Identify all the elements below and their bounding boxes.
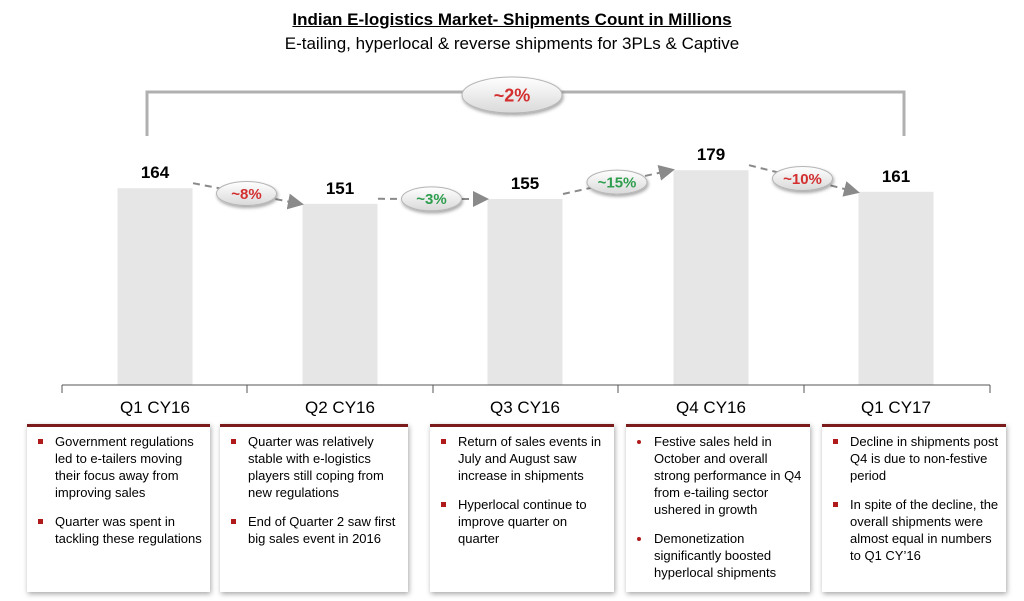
category-label: Q1 CY17 xyxy=(861,398,931,417)
change-badge-label: ~10% xyxy=(783,171,822,188)
bullet-icon xyxy=(38,519,43,524)
change-badge-shape xyxy=(772,166,833,191)
bar-value-label: 179 xyxy=(697,145,725,164)
note-text: Return of sales events in July and Augus… xyxy=(458,434,602,483)
change-arrow xyxy=(748,164,860,197)
note-item: Return of sales events in July and Augus… xyxy=(436,433,608,484)
note-item: Quarter was spent in tackling these regu… xyxy=(33,513,204,547)
note-text: Government regulations led to e-tailers … xyxy=(55,434,194,500)
note-list: Decline in shipments post Q4 is due to n… xyxy=(828,433,1000,564)
change-badge-shape xyxy=(216,181,277,206)
bullet-icon xyxy=(637,537,641,541)
chart-subtitle: E-tailing, hyperlocal & reverse shipment… xyxy=(284,34,740,53)
bar-2 xyxy=(302,203,378,385)
bar-value-label: 151 xyxy=(326,179,354,198)
note-item: Decline in shipments post Q4 is due to n… xyxy=(828,433,1000,484)
note-item: Government regulations led to e-tailers … xyxy=(33,433,204,501)
bar-3 xyxy=(487,199,563,385)
change-badge-shape xyxy=(586,169,648,195)
change-badge: ~10% xyxy=(772,166,833,191)
chart-area: ~8% ~3% ~15% ~10% ~2% 164 Q1 CY16 151 Q2 CY16 15… xyxy=(61,76,991,417)
note-text: Demonetization significantly boosted hyp… xyxy=(654,531,777,580)
bullet-icon xyxy=(833,502,838,507)
bar-1 xyxy=(117,188,193,385)
note-text: Festive sales held in October and overal… xyxy=(654,434,802,517)
note-item: Festive sales held in October and overal… xyxy=(632,433,804,518)
note-list: Return of sales events in July and Augus… xyxy=(436,433,608,547)
bar-value-label: 161 xyxy=(882,167,910,186)
note-text: Hyperlocal continue to improve quarter o… xyxy=(458,497,587,546)
chart-title: Indian E-logistics Market- Shipments Cou… xyxy=(292,10,732,29)
change-badge-shape xyxy=(401,186,462,212)
note-text: End of Quarter 2 saw first big sales eve… xyxy=(248,514,396,546)
change-badge-shape xyxy=(461,76,563,114)
change-badge: ~3% xyxy=(401,186,462,212)
change-badge-label: ~2% xyxy=(494,85,531,105)
bar-value-label: 155 xyxy=(511,174,539,193)
change-badge: ~15% xyxy=(586,169,648,195)
category-label: Q1 CY16 xyxy=(120,398,190,417)
note-list: Government regulations led to e-tailers … xyxy=(33,433,204,547)
change-badge-label: ~3% xyxy=(416,191,446,208)
note-item: Demonetization significantly boosted hyp… xyxy=(632,530,804,581)
bullet-icon xyxy=(833,439,838,444)
bullet-icon xyxy=(231,439,236,444)
bullet-icon xyxy=(637,440,641,444)
bullet-icon xyxy=(231,519,236,524)
note-box-5: Decline in shipments post Q4 is due to n… xyxy=(822,424,1006,592)
change-badge: ~8% xyxy=(216,181,277,206)
category-label: Q3 CY16 xyxy=(490,398,560,417)
note-box-4: Festive sales held in October and overal… xyxy=(626,424,810,592)
note-item: Quarter was relatively stable with e-log… xyxy=(226,433,402,501)
bullet-icon xyxy=(441,439,446,444)
note-item: End of Quarter 2 saw first big sales eve… xyxy=(226,513,402,547)
note-text: In spite of the decline, the overall shi… xyxy=(850,497,999,563)
bar-4 xyxy=(673,170,749,385)
change-badge-label: ~8% xyxy=(231,186,261,203)
change-arrow xyxy=(562,164,675,195)
note-text: Quarter was spent in tackling these regu… xyxy=(55,514,202,546)
note-box-1: Government regulations led to e-tailers … xyxy=(27,424,210,592)
category-label: Q2 CY16 xyxy=(305,398,375,417)
bar-5 xyxy=(858,191,934,385)
note-item: In spite of the decline, the overall shi… xyxy=(828,496,1000,564)
bullet-icon xyxy=(38,439,43,444)
category-label: Q4 CY16 xyxy=(676,398,746,417)
note-text: Decline in shipments post Q4 is due to n… xyxy=(850,434,999,483)
note-list: Festive sales held in October and overal… xyxy=(632,433,804,581)
note-box-2: Quarter was relatively stable with e-log… xyxy=(220,424,408,592)
note-box-3: Return of sales events in July and Augus… xyxy=(430,424,614,592)
note-list: Quarter was relatively stable with e-log… xyxy=(226,433,402,547)
bullet-icon xyxy=(441,502,446,507)
note-item: Hyperlocal continue to improve quarter o… xyxy=(436,496,608,547)
change-badge-label: ~15% xyxy=(598,174,637,191)
bar-value-label: 164 xyxy=(141,163,170,182)
note-text: Quarter was relatively stable with e-log… xyxy=(248,434,384,500)
change-badge: ~2% xyxy=(461,76,563,114)
